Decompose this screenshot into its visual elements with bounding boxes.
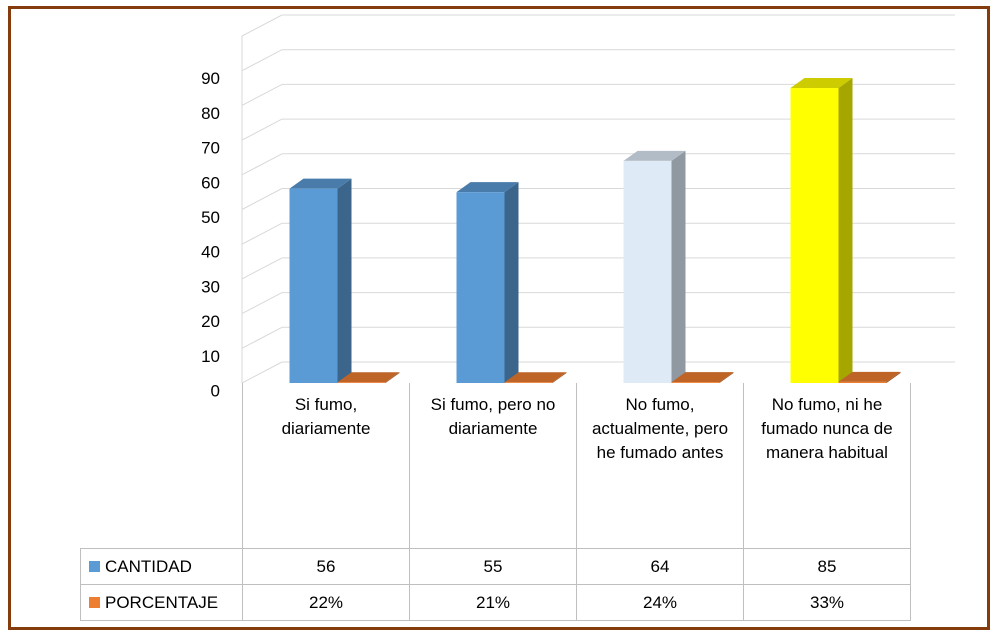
bar-top — [504, 372, 567, 383]
table-value: 22% — [242, 584, 410, 621]
category-label: No fumo, ni he fumado nunca de manera ha… — [743, 383, 911, 549]
grid-line-diag — [241, 188, 283, 210]
legend-swatch — [89, 561, 100, 572]
grid-line-diag — [241, 49, 283, 72]
grid-line-diag — [241, 326, 283, 349]
table-value: 33% — [743, 584, 911, 621]
bar — [289, 178, 352, 383]
bar — [504, 372, 567, 383]
y-tick-label: 60 — [201, 173, 220, 192]
grid-line-diag — [241, 153, 283, 176]
bar-front — [504, 382, 553, 383]
bar — [456, 182, 519, 383]
y-tick-label: 80 — [201, 104, 220, 123]
bar-front — [790, 88, 839, 384]
bar-front — [623, 160, 672, 383]
wall-top-diag — [241, 14, 283, 37]
grid-line-diag — [241, 292, 283, 315]
table-value: 21% — [409, 584, 577, 621]
bar-side — [385, 372, 400, 383]
bar-top — [337, 372, 400, 383]
bar-front — [289, 188, 338, 383]
table-value: 55 — [409, 548, 577, 585]
bar-top — [671, 372, 734, 383]
legend-label: PORCENTAJE — [105, 592, 219, 612]
y-tick-label: 30 — [201, 277, 220, 296]
grid-line-diag — [241, 222, 283, 245]
category-label: No fumo, actualmente, pero he fumado ant… — [576, 383, 744, 549]
bar-side — [838, 78, 853, 384]
bar — [790, 78, 853, 384]
legend-cell: PORCENTAJE — [80, 584, 243, 621]
bar-side — [337, 178, 352, 383]
category-label: Si fumo, diariamente — [242, 383, 410, 549]
category-label: Si fumo, pero no diariamente — [409, 383, 577, 549]
bar-top — [790, 78, 853, 89]
bar-side — [886, 371, 901, 383]
legend-cell: CANTIDAD — [80, 548, 243, 585]
bar-side — [671, 150, 686, 383]
y-tick-label: 40 — [201, 243, 220, 262]
y-tick-label: 10 — [201, 347, 220, 366]
bar-front — [838, 381, 887, 383]
grid-line-diag — [241, 257, 283, 280]
table-value: 24% — [576, 584, 744, 621]
bar — [838, 371, 901, 383]
legend-label: CANTIDAD — [105, 556, 192, 576]
grid-line-diag — [241, 361, 283, 384]
bar-side — [719, 372, 734, 383]
bar — [623, 150, 686, 383]
y-tick-label: 0 — [211, 381, 220, 400]
bar-front — [671, 382, 720, 383]
bar-front — [337, 382, 386, 383]
bar-top — [623, 150, 686, 161]
legend-swatch — [89, 597, 100, 608]
y-tick-label: 70 — [201, 139, 220, 158]
bar — [337, 372, 400, 383]
table-value: 56 — [242, 548, 410, 585]
bar-front — [456, 192, 505, 383]
bar-top — [456, 182, 519, 193]
bar — [671, 372, 734, 383]
bar-top — [289, 178, 352, 189]
bar-side — [552, 372, 567, 383]
grid-line-diag — [241, 118, 283, 141]
table-value: 64 — [576, 548, 744, 585]
bar-side — [504, 182, 519, 383]
y-tick-label: 20 — [201, 312, 220, 331]
frame — [8, 6, 990, 630]
grid-line-diag — [241, 83, 283, 106]
table-value: 85 — [743, 548, 911, 585]
y-tick-label: 50 — [201, 208, 220, 227]
y-tick-label: 90 — [201, 69, 220, 88]
bar-top — [838, 371, 901, 382]
